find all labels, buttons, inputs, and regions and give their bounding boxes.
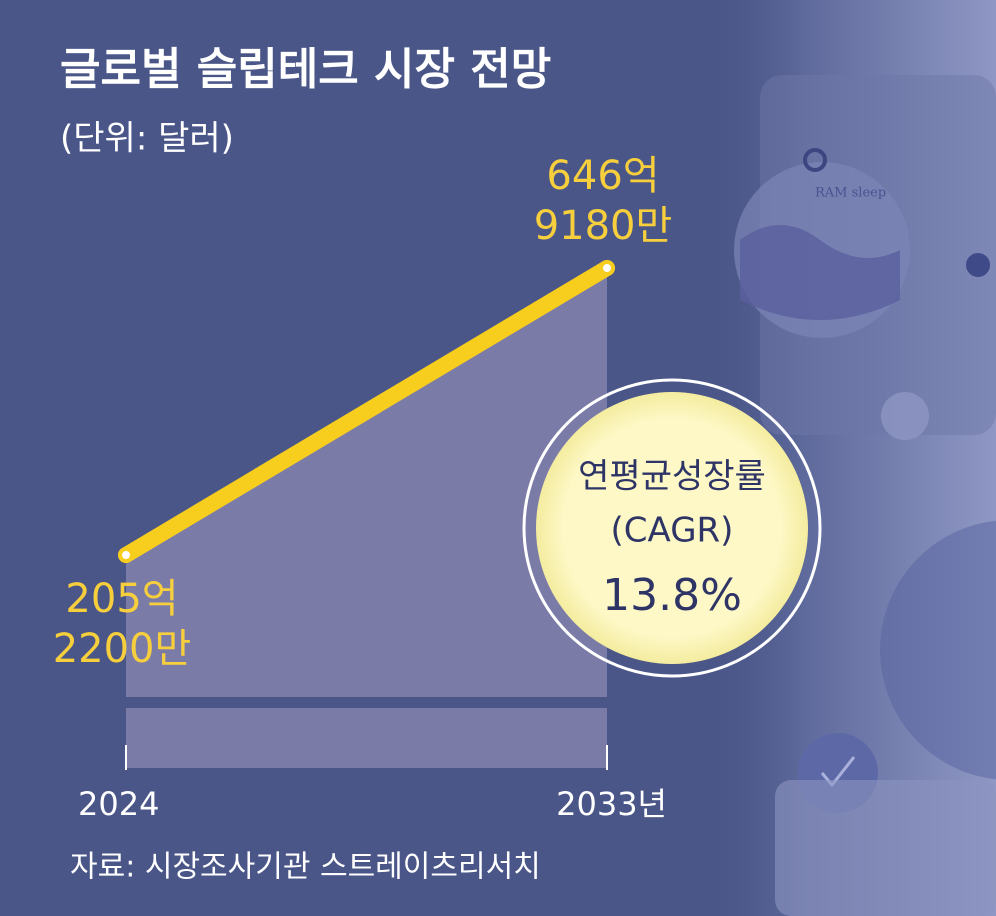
chart-title: 글로벌 슬립테크 시장 전망 bbox=[60, 44, 551, 95]
annotation-value: 13.8% bbox=[602, 570, 742, 621]
source: 자료: 시장조사기관 스트레이츠리서치 bbox=[70, 850, 541, 885]
decor-circle bbox=[880, 520, 996, 780]
point bbox=[118, 547, 134, 563]
value-label: 9180만 bbox=[534, 203, 673, 249]
value-label: 205억 bbox=[65, 576, 178, 622]
decor-text: RAM sleep bbox=[815, 186, 886, 201]
value-label: 646억 bbox=[546, 153, 659, 199]
annotation-circle bbox=[536, 392, 808, 664]
decor-plus bbox=[881, 392, 929, 440]
point bbox=[599, 260, 615, 276]
value-label: 2200만 bbox=[53, 626, 192, 672]
annotation-label: 연평균성장률 bbox=[578, 457, 766, 497]
line bbox=[118, 260, 615, 563]
decor-wave bbox=[740, 225, 900, 320]
x-tick-label: 2033년 bbox=[556, 785, 667, 823]
annotation-sublabel: (CAGR) bbox=[611, 511, 734, 551]
decor-dot bbox=[966, 253, 990, 277]
decor-card2 bbox=[775, 780, 996, 916]
chart-subtitle: (단위: 달러) bbox=[60, 119, 234, 159]
x-tick-label: 2024 bbox=[78, 785, 159, 823]
decor-knob bbox=[803, 148, 827, 172]
area bbox=[126, 268, 607, 697]
annotation-ring bbox=[522, 378, 822, 678]
base-band bbox=[126, 708, 607, 768]
